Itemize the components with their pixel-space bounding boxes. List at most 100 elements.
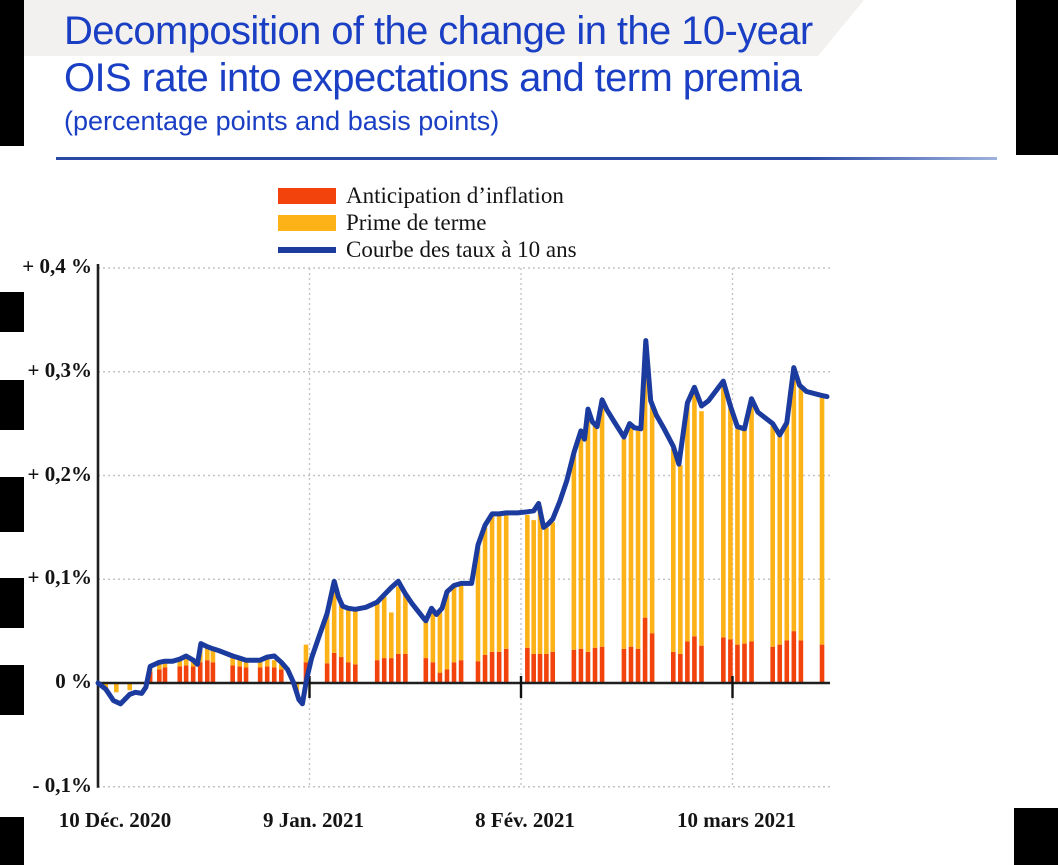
bar-term-premium xyxy=(458,583,464,661)
bar-term-premium xyxy=(649,404,655,634)
bar-inflation xyxy=(374,660,380,683)
legend-item-inflation: Anticipation d’inflation xyxy=(278,182,577,209)
bar-inflation xyxy=(177,666,183,683)
y-axis-label: + 0,1% xyxy=(27,565,92,590)
bar-term-premium xyxy=(496,513,502,652)
bar-inflation xyxy=(544,653,549,683)
bar-term-premium xyxy=(437,612,443,673)
bar-inflation xyxy=(437,672,443,683)
bar-inflation xyxy=(777,644,783,683)
bar-term-premium xyxy=(204,645,210,661)
bar-inflation xyxy=(531,653,536,683)
ois-rate-line xyxy=(95,338,830,707)
bar-term-premium xyxy=(770,425,775,647)
legend-item-label: Prime de terme xyxy=(346,209,487,235)
bar-term-premium xyxy=(264,658,270,667)
bar-term-premium xyxy=(777,436,783,645)
bar-term-premium xyxy=(444,592,450,670)
redaction-box xyxy=(1014,808,1058,865)
bar-inflation xyxy=(621,648,627,683)
bar-term-premium xyxy=(692,392,697,637)
ois-curve-line-icon xyxy=(278,246,336,253)
bar-inflation xyxy=(635,648,641,683)
bar-inflation xyxy=(403,653,408,683)
redaction-box xyxy=(1016,0,1058,155)
bar-term-premium xyxy=(578,434,584,649)
bar-term-premium xyxy=(324,613,330,664)
y-axis-label: + 0,3% xyxy=(27,357,92,382)
bar-term-premium xyxy=(423,619,429,659)
bar-term-premium xyxy=(819,397,825,645)
legend-item-label: Courbe des taux à 10 ans xyxy=(346,236,577,262)
bar-term-premium xyxy=(482,527,488,655)
bar-term-premium xyxy=(271,660,277,668)
page-subtitle: (percentage points and basis points) xyxy=(64,106,500,136)
bar-inflation xyxy=(157,669,162,683)
x-axis-label: 9 Jan. 2021 xyxy=(263,808,364,832)
legend-item-ois-curve: Courbe des taux à 10 ans xyxy=(278,236,577,263)
bar-term-premium xyxy=(721,386,726,638)
page-title-line2: OIS rate into expectations and term prem… xyxy=(64,56,802,100)
bar-inflation xyxy=(162,667,168,683)
redaction-box xyxy=(0,292,24,332)
bar-inflation xyxy=(331,652,337,683)
bar-inflation xyxy=(237,666,243,683)
bar-term-premium xyxy=(475,547,481,662)
redaction-box xyxy=(0,477,24,532)
bar-term-premium xyxy=(791,371,797,632)
bar-inflation xyxy=(592,647,598,683)
bar-inflation xyxy=(784,640,790,683)
bar-term-premium xyxy=(331,586,337,653)
bar-inflation xyxy=(458,660,464,683)
bar-term-premium xyxy=(599,402,605,647)
bar-inflation xyxy=(728,639,733,683)
bar-term-premium xyxy=(735,428,740,645)
bar-inflation xyxy=(388,658,394,683)
bar-term-premium xyxy=(177,660,183,667)
bar-term-premium xyxy=(338,605,344,658)
bar-inflation xyxy=(190,666,196,683)
bar-inflation xyxy=(271,667,277,683)
bar-inflation xyxy=(819,644,825,683)
bar-term-premium-negative xyxy=(127,683,133,691)
bar-inflation xyxy=(685,641,690,683)
bar-term-premium xyxy=(303,644,309,663)
bar-term-premium xyxy=(749,400,754,642)
bar-inflation xyxy=(451,662,457,683)
bar-term-premium xyxy=(544,527,549,654)
bar-term-premium xyxy=(621,439,627,649)
bar-term-premium-negative xyxy=(114,683,119,693)
bar-inflation xyxy=(197,662,203,683)
bar-term-premium xyxy=(670,448,676,652)
page-title: Decomposition of the change in the 10-ye… xyxy=(64,8,813,102)
bar-term-premium xyxy=(230,657,235,666)
bar-inflation xyxy=(692,636,697,683)
legend-item-label: Anticipation d’inflation xyxy=(346,182,564,208)
bar-inflation xyxy=(345,662,351,683)
bar-term-premium xyxy=(237,659,243,667)
legend-item-term-premium: Prime de terme xyxy=(278,209,577,236)
bar-inflation xyxy=(264,666,270,683)
bar-term-premium xyxy=(635,430,641,649)
bar-inflation xyxy=(735,644,740,683)
bar-term-premium xyxy=(279,664,284,670)
y-axis-label: 0 % xyxy=(55,669,92,693)
bar-inflation xyxy=(324,663,330,683)
bar-inflation xyxy=(496,651,502,683)
bar-term-premium xyxy=(183,659,189,666)
bar-inflation xyxy=(353,664,358,683)
bar-inflation xyxy=(699,645,704,683)
redaction-box xyxy=(0,665,24,715)
bar-term-premium xyxy=(190,661,196,667)
bar-inflation xyxy=(423,658,429,683)
inflation-swatch-icon xyxy=(278,187,336,204)
bar-inflation xyxy=(444,669,450,683)
bar-inflation xyxy=(279,669,284,683)
bar-term-premium xyxy=(210,648,216,663)
bar-term-premium xyxy=(728,408,733,640)
bar-inflation xyxy=(537,653,543,683)
bar-inflation xyxy=(257,667,263,683)
chart-legend: Anticipation d’inflation Prime de terme … xyxy=(278,182,577,263)
bar-inflation xyxy=(489,651,495,683)
